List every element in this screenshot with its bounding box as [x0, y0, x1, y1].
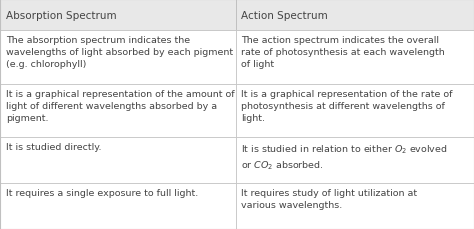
Bar: [0, 0, 236, 31]
Text: It requires a single exposure to full light.: It requires a single exposure to full li…: [6, 188, 198, 197]
Text: The absorption spectrum indicates the
wavelengths of light absorbed by each pigm: The absorption spectrum indicates the wa…: [6, 36, 233, 69]
Text: It is a graphical representation of the amount of
light of different wavelengths: It is a graphical representation of the …: [6, 89, 234, 122]
Bar: [0, 183, 236, 229]
Bar: [0, 137, 236, 183]
Bar: [0, 84, 236, 137]
Bar: [236, 31, 474, 84]
Text: It requires study of light utilization at
various wavelengths.: It requires study of light utilization a…: [241, 188, 418, 209]
Bar: [0, 31, 236, 84]
Text: The action spectrum indicates the overall
rate of photosynthesis at each wavelen: The action spectrum indicates the overal…: [241, 36, 445, 69]
Text: It is a graphical representation of the rate of
photosynthesis at different wave: It is a graphical representation of the …: [241, 89, 453, 122]
Text: It is studied directly.: It is studied directly.: [6, 142, 101, 151]
Bar: [236, 137, 474, 183]
Bar: [236, 183, 474, 229]
Text: It is studied in relation to either $O_2$ evolved
or $CO_2$ absorbed.: It is studied in relation to either $O_2…: [241, 142, 448, 171]
Bar: [236, 84, 474, 137]
Text: Absorption Spectrum: Absorption Spectrum: [6, 11, 116, 20]
Bar: [236, 0, 474, 31]
Text: Action Spectrum: Action Spectrum: [241, 11, 328, 20]
